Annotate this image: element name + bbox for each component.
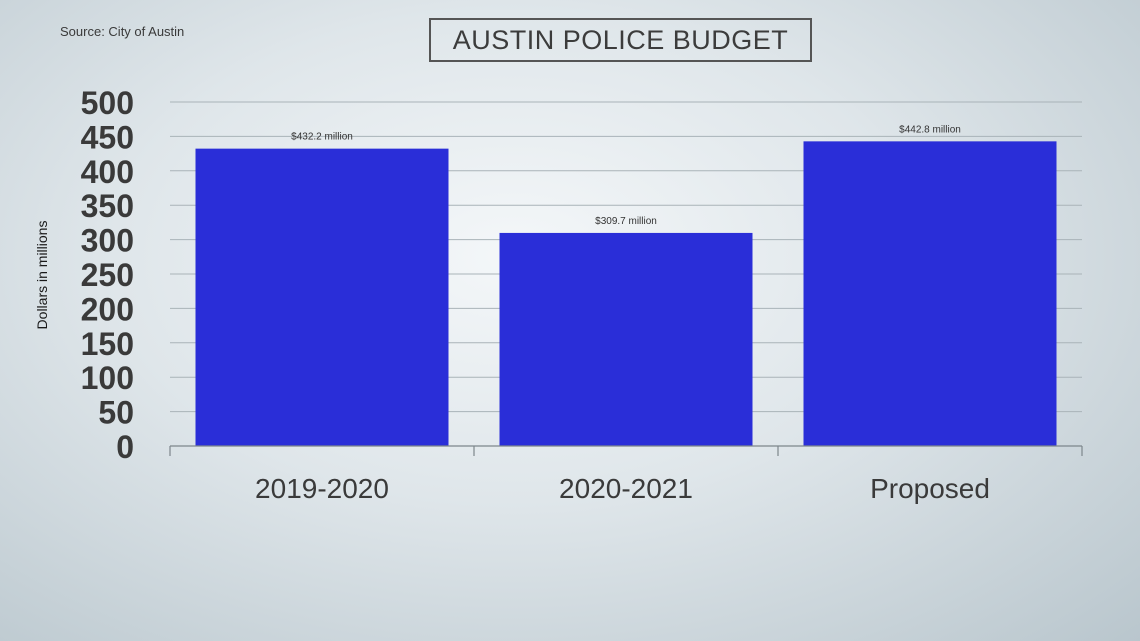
y-tick-label: 450 bbox=[81, 119, 134, 155]
y-tick-label: 300 bbox=[81, 223, 134, 259]
bar-3 bbox=[803, 141, 1057, 446]
source-note: Source: City of Austin bbox=[60, 24, 185, 39]
bar-1 bbox=[195, 148, 449, 446]
data-label: $432.2 million bbox=[291, 132, 353, 143]
x-tick-label: 2020-2021 bbox=[559, 473, 693, 504]
data-label: $309.7 million bbox=[595, 216, 657, 227]
data-label: $442.8 million bbox=[899, 124, 961, 135]
chart-title: AUSTIN POLICE BUDGET bbox=[429, 18, 812, 62]
data-labels: $432.2 million $309.7 million $442.8 milli… bbox=[291, 124, 961, 227]
y-tick-label: 0 bbox=[116, 429, 134, 465]
y-tick-label: 500 bbox=[81, 85, 134, 121]
x-tick-label: 2019-2020 bbox=[255, 473, 389, 504]
y-tick-label: 200 bbox=[81, 291, 134, 327]
y-tick-label: 50 bbox=[98, 395, 134, 431]
y-tick-label: 150 bbox=[81, 326, 134, 362]
bar-2 bbox=[499, 232, 753, 446]
x-axis bbox=[169, 445, 1083, 456]
y-tick-label: 350 bbox=[81, 188, 134, 224]
y-tick-label: 250 bbox=[81, 257, 134, 293]
bars bbox=[195, 141, 1057, 446]
y-tick-label: 100 bbox=[81, 360, 134, 396]
y-axis-label: Dollars in millions bbox=[34, 221, 50, 330]
x-axis-ticks: 2019-2020 2020-2021 Proposed bbox=[255, 473, 990, 504]
y-tick-label: 400 bbox=[81, 154, 134, 190]
x-tick-label: Proposed bbox=[870, 473, 990, 504]
